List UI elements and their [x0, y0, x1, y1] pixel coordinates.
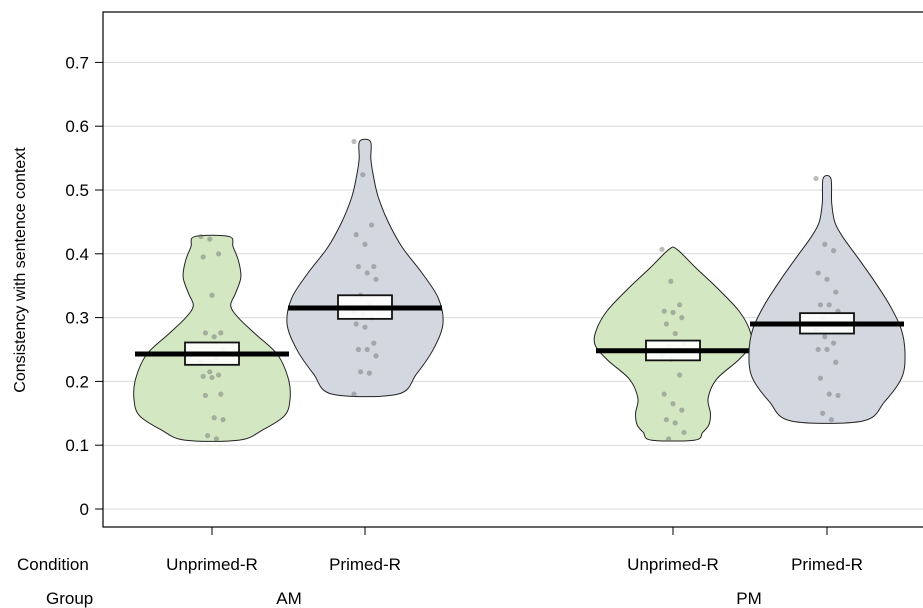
data-point	[207, 236, 213, 242]
data-point	[355, 346, 361, 353]
data-point	[351, 138, 357, 145]
data-point	[663, 321, 670, 327]
data-point	[668, 278, 674, 284]
data-point	[661, 391, 667, 397]
data-point	[679, 315, 685, 321]
violin-body	[748, 174, 906, 424]
group-row-label: Group	[46, 589, 93, 608]
data-point	[822, 241, 828, 247]
violin-body	[286, 138, 444, 398]
data-point	[663, 417, 670, 423]
data-point	[677, 372, 683, 378]
data-point	[831, 248, 837, 254]
data-point	[200, 373, 206, 379]
data-point	[216, 251, 222, 257]
condition-label: Primed-R	[329, 555, 401, 574]
data-point	[362, 241, 368, 247]
data-point	[364, 346, 370, 353]
data-point	[213, 436, 219, 442]
violin-body	[133, 234, 291, 442]
data-point	[659, 246, 665, 252]
data-point	[202, 392, 208, 399]
y-tick-label: 0.3	[65, 309, 89, 328]
plot-frame	[102, 11, 923, 528]
data-point	[833, 359, 839, 365]
data-point	[355, 263, 361, 270]
group-label: PM	[736, 589, 762, 608]
data-point	[373, 353, 379, 359]
data-point	[209, 292, 215, 298]
data-point	[220, 417, 226, 423]
y-tick-label: 0.2	[65, 372, 89, 391]
data-point	[216, 372, 222, 378]
data-point	[353, 321, 359, 327]
condition-row-label: Condition	[17, 555, 89, 574]
data-point	[209, 374, 215, 381]
data-point	[824, 276, 830, 282]
data-point	[207, 369, 213, 375]
data-point	[366, 370, 372, 376]
data-point	[822, 334, 828, 340]
data-point	[828, 417, 835, 423]
data-point	[211, 415, 217, 421]
data-point	[371, 263, 377, 270]
data-point	[364, 270, 370, 276]
data-point	[670, 401, 676, 407]
group-label: AM	[276, 589, 302, 608]
data-point	[817, 302, 824, 308]
data-point	[666, 436, 672, 442]
data-point	[833, 289, 839, 295]
data-point	[353, 232, 359, 238]
data-point	[670, 309, 676, 316]
data-point	[672, 330, 678, 337]
data-point	[824, 346, 830, 353]
data-point	[218, 330, 224, 336]
y-tick-label: 0.1	[65, 436, 89, 455]
condition-label: Primed-R	[791, 555, 863, 574]
condition-label: Unprimed-R	[627, 555, 719, 574]
data-point	[373, 276, 379, 282]
y-tick-label: 0	[80, 500, 89, 519]
data-point	[358, 369, 364, 375]
data-point	[679, 407, 685, 413]
data-point	[835, 392, 841, 399]
data-point	[677, 302, 683, 308]
data-point	[360, 172, 366, 178]
violins	[133, 138, 906, 442]
data-point	[198, 233, 204, 240]
data-point	[371, 340, 377, 346]
data-point	[202, 330, 208, 336]
data-point	[815, 270, 821, 276]
y-tick-label: 0.4	[65, 245, 89, 264]
data-point	[362, 324, 368, 330]
data-point	[200, 254, 206, 260]
data-point	[813, 175, 819, 182]
data-point	[815, 346, 821, 353]
data-point	[351, 391, 357, 397]
y-tick-label: 0.6	[65, 117, 89, 136]
y-tick-label: 0.5	[65, 181, 89, 200]
data-point	[205, 433, 211, 439]
y-tick-label: 0.7	[65, 53, 89, 72]
data-point	[831, 340, 837, 346]
y-axis: 0 0.1 0.2 0.3 0.4 0.5 0.6 0.7	[65, 53, 103, 519]
data-point	[218, 391, 224, 397]
data-point	[826, 391, 832, 397]
x-axis: AM Unprimed-R Primed-R PM Unprimed-R Primed-R	[166, 527, 863, 608]
data-point	[681, 429, 687, 436]
data-point	[820, 410, 826, 416]
data-point	[661, 308, 667, 314]
data-point	[817, 375, 824, 381]
data-point	[211, 334, 217, 340]
y-axis-label: Consistency with sentence context	[12, 147, 29, 393]
data-point	[672, 420, 678, 426]
condition-label: Unprimed-R	[166, 555, 258, 574]
data-point	[826, 302, 832, 308]
data-point	[369, 222, 375, 228]
